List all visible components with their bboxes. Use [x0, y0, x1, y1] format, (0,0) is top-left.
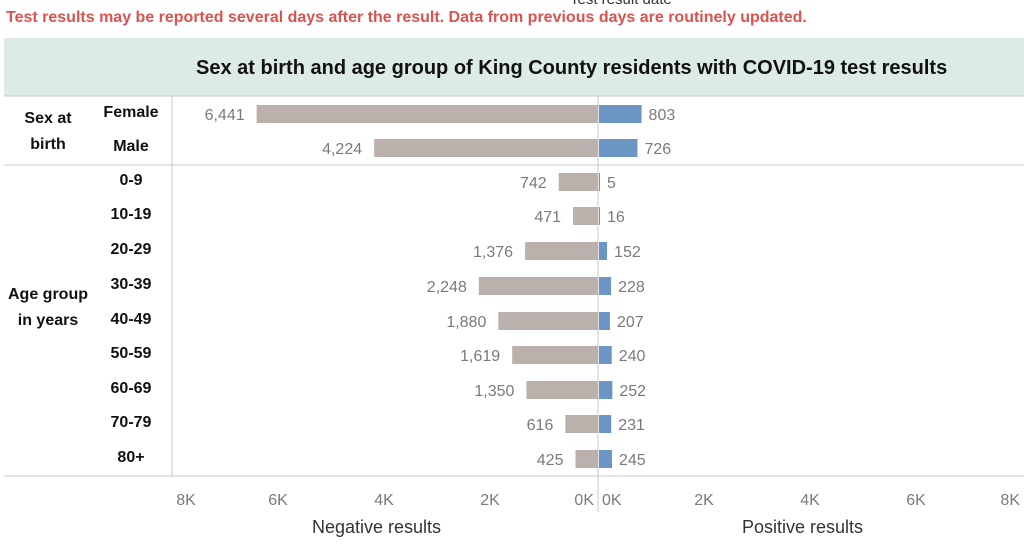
- positive-bar: [599, 207, 600, 225]
- row-label: 80+: [117, 449, 145, 466]
- negative-axis-tick: 4K: [374, 492, 394, 509]
- title-band: [4, 38, 1024, 96]
- positive-bar: [599, 173, 600, 191]
- chart-title: Sex at birth and age group of King Count…: [196, 57, 948, 79]
- positive-value-label: 240: [619, 348, 646, 365]
- group-label-sex: Sex at birth: [24, 110, 72, 153]
- row-label: 20-29: [110, 241, 152, 258]
- positive-bar: [599, 139, 638, 157]
- negative-value-label: 2,248: [427, 279, 467, 296]
- negative-bar: [525, 242, 598, 260]
- positive-bar: [599, 381, 613, 399]
- positive-bar: [599, 277, 612, 295]
- negative-axis-tick: 0K: [574, 492, 594, 509]
- negative-axis-title: Negative results: [312, 517, 442, 537]
- negative-value-label: 742: [520, 175, 547, 192]
- positive-value-label: 803: [649, 107, 676, 124]
- negative-bar: [256, 105, 598, 123]
- negative-axis-tick: 8K: [176, 492, 196, 509]
- negative-bar: [374, 139, 598, 157]
- positive-value-label: 5: [607, 175, 616, 192]
- negative-bar: [498, 312, 598, 330]
- negative-value-label: 1,376: [473, 244, 513, 261]
- row-label: 50-59: [110, 345, 152, 362]
- negative-value-label: 616: [527, 417, 554, 434]
- positive-value-label: 16: [607, 209, 625, 226]
- row-label: 10-19: [110, 206, 152, 223]
- negative-value-label: 1,880: [446, 314, 486, 331]
- positive-axis-tick: 0K: [602, 492, 622, 509]
- positive-axis-title: Positive results: [742, 517, 864, 537]
- negative-value-label: 6,441: [205, 107, 245, 124]
- positive-bar: [599, 312, 610, 330]
- positive-axis-tick: 8K: [1000, 492, 1020, 509]
- row-label: 60-69: [110, 380, 152, 397]
- negative-bar: [478, 277, 598, 295]
- positive-bar: [599, 346, 612, 364]
- row-label: Female: [103, 104, 159, 121]
- row-label: 0-9: [119, 172, 143, 189]
- row-label: Male: [113, 138, 149, 155]
- positive-axis-tick: 6K: [906, 492, 926, 509]
- negative-bar: [526, 381, 598, 399]
- positive-value-label: 152: [614, 244, 641, 261]
- group-label-age: Age group in years: [8, 286, 88, 329]
- positive-value-label: 228: [618, 279, 645, 296]
- row-label: 40-49: [110, 311, 152, 328]
- positive-value-label: 252: [619, 383, 646, 400]
- negative-axis-tick: 2K: [480, 492, 500, 509]
- positive-bar: [599, 105, 642, 123]
- row-label: 30-39: [110, 276, 152, 293]
- positive-value-label: 207: [617, 314, 644, 331]
- negative-bar: [565, 415, 598, 433]
- negative-value-label: 1,619: [460, 348, 500, 365]
- positive-axis-tick: 2K: [694, 492, 714, 509]
- positive-value-label: 726: [644, 141, 671, 158]
- positive-value-label: 245: [619, 452, 646, 469]
- negative-bar: [575, 450, 598, 468]
- negative-bar: [573, 207, 598, 225]
- negative-value-label: 1,350: [474, 383, 514, 400]
- negative-bar: [558, 173, 598, 191]
- positive-bar: [599, 415, 612, 433]
- update-notice: Test results may be reported several day…: [6, 9, 807, 26]
- row-label: 70-79: [110, 414, 152, 431]
- cut-off-header-text: Test result date: [570, 0, 672, 8]
- positive-value-label: 231: [618, 417, 645, 434]
- negative-value-label: 471: [534, 209, 561, 226]
- negative-axis-tick: 6K: [268, 492, 288, 509]
- negative-bar: [512, 346, 598, 364]
- negative-value-label: 4,224: [322, 141, 362, 158]
- positive-axis-tick: 4K: [800, 492, 820, 509]
- positive-bar: [599, 242, 608, 260]
- negative-value-label: 425: [537, 452, 564, 469]
- positive-bar: [599, 450, 612, 468]
